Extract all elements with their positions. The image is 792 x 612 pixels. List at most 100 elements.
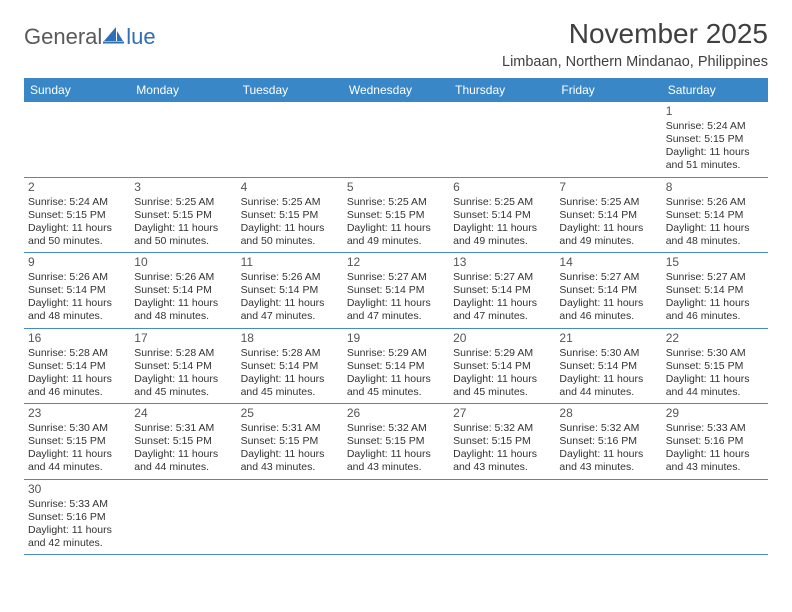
day-cell: 4Sunrise: 5:25 AMSunset: 5:15 PMDaylight… — [237, 178, 343, 253]
sunset-text: Sunset: 5:14 PM — [134, 284, 232, 297]
day-number: 12 — [347, 255, 445, 270]
day-number: 18 — [241, 331, 339, 346]
sunset-text: Sunset: 5:14 PM — [453, 360, 551, 373]
day-number: 9 — [28, 255, 126, 270]
day-cell: 15Sunrise: 5:27 AMSunset: 5:14 PMDayligh… — [662, 253, 768, 328]
sunrise-text: Sunrise: 5:25 AM — [347, 196, 445, 209]
daylight-text: Daylight: 11 hours and 50 minutes. — [134, 222, 232, 248]
daylight-text: Daylight: 11 hours and 50 minutes. — [241, 222, 339, 248]
day-cell: 29Sunrise: 5:33 AMSunset: 5:16 PMDayligh… — [662, 404, 768, 479]
day-number: 30 — [28, 482, 126, 497]
day-number: 17 — [134, 331, 232, 346]
weekday-header: Monday — [130, 78, 236, 102]
week-row: 2Sunrise: 5:24 AMSunset: 5:15 PMDaylight… — [24, 178, 768, 254]
sunrise-text: Sunrise: 5:33 AM — [28, 498, 126, 511]
day-cell: 8Sunrise: 5:26 AMSunset: 5:14 PMDaylight… — [662, 178, 768, 253]
sunrise-text: Sunrise: 5:26 AM — [241, 271, 339, 284]
sunset-text: Sunset: 5:14 PM — [453, 284, 551, 297]
day-cell: 19Sunrise: 5:29 AMSunset: 5:14 PMDayligh… — [343, 329, 449, 404]
day-number: 29 — [666, 406, 764, 421]
weekday-header: Thursday — [449, 78, 555, 102]
day-cell: 28Sunrise: 5:32 AMSunset: 5:16 PMDayligh… — [555, 404, 661, 479]
daylight-text: Daylight: 11 hours and 43 minutes. — [666, 448, 764, 474]
day-cell: 2Sunrise: 5:24 AMSunset: 5:15 PMDaylight… — [24, 178, 130, 253]
day-cell: 22Sunrise: 5:30 AMSunset: 5:15 PMDayligh… — [662, 329, 768, 404]
day-cell: 21Sunrise: 5:30 AMSunset: 5:14 PMDayligh… — [555, 329, 661, 404]
sunset-text: Sunset: 5:14 PM — [241, 360, 339, 373]
sunrise-text: Sunrise: 5:28 AM — [241, 347, 339, 360]
week-row: 1Sunrise: 5:24 AMSunset: 5:15 PMDaylight… — [24, 102, 768, 178]
sunrise-text: Sunrise: 5:24 AM — [28, 196, 126, 209]
daylight-text: Daylight: 11 hours and 45 minutes. — [241, 373, 339, 399]
day-cell: 30Sunrise: 5:33 AMSunset: 5:16 PMDayligh… — [24, 480, 130, 555]
sunrise-text: Sunrise: 5:32 AM — [559, 422, 657, 435]
daylight-text: Daylight: 11 hours and 44 minutes. — [559, 373, 657, 399]
daylight-text: Daylight: 11 hours and 47 minutes. — [453, 297, 551, 323]
day-cell: 11Sunrise: 5:26 AMSunset: 5:14 PMDayligh… — [237, 253, 343, 328]
sunrise-text: Sunrise: 5:29 AM — [453, 347, 551, 360]
sunrise-text: Sunrise: 5:26 AM — [666, 196, 764, 209]
day-number: 2 — [28, 180, 126, 195]
day-cell: 14Sunrise: 5:27 AMSunset: 5:14 PMDayligh… — [555, 253, 661, 328]
day-number: 11 — [241, 255, 339, 270]
sunset-text: Sunset: 5:15 PM — [347, 209, 445, 222]
daylight-text: Daylight: 11 hours and 46 minutes. — [559, 297, 657, 323]
sunset-text: Sunset: 5:14 PM — [241, 284, 339, 297]
sunset-text: Sunset: 5:15 PM — [666, 133, 764, 146]
day-number: 23 — [28, 406, 126, 421]
sunset-text: Sunset: 5:15 PM — [666, 360, 764, 373]
empty-cell — [24, 102, 130, 177]
daylight-text: Daylight: 11 hours and 49 minutes. — [347, 222, 445, 248]
sunrise-text: Sunrise: 5:31 AM — [134, 422, 232, 435]
sunset-text: Sunset: 5:15 PM — [134, 435, 232, 448]
sunrise-text: Sunrise: 5:30 AM — [666, 347, 764, 360]
empty-cell — [237, 480, 343, 555]
sunset-text: Sunset: 5:15 PM — [134, 209, 232, 222]
sunrise-text: Sunrise: 5:25 AM — [134, 196, 232, 209]
sunset-text: Sunset: 5:15 PM — [28, 435, 126, 448]
sunrise-text: Sunrise: 5:30 AM — [28, 422, 126, 435]
sunrise-text: Sunrise: 5:27 AM — [666, 271, 764, 284]
day-cell: 6Sunrise: 5:25 AMSunset: 5:14 PMDaylight… — [449, 178, 555, 253]
sunrise-text: Sunrise: 5:28 AM — [134, 347, 232, 360]
day-number: 10 — [134, 255, 232, 270]
day-number: 15 — [666, 255, 764, 270]
day-number: 6 — [453, 180, 551, 195]
brand-logo: General lue — [24, 18, 156, 50]
day-number: 22 — [666, 331, 764, 346]
day-number: 1 — [666, 104, 764, 119]
empty-cell — [343, 480, 449, 555]
day-number: 7 — [559, 180, 657, 195]
sunset-text: Sunset: 5:16 PM — [559, 435, 657, 448]
daylight-text: Daylight: 11 hours and 42 minutes. — [28, 524, 126, 550]
weekday-header-row: Sunday Monday Tuesday Wednesday Thursday… — [24, 78, 768, 102]
sunrise-text: Sunrise: 5:33 AM — [666, 422, 764, 435]
sunrise-text: Sunrise: 5:25 AM — [453, 196, 551, 209]
daylight-text: Daylight: 11 hours and 48 minutes. — [666, 222, 764, 248]
day-number: 28 — [559, 406, 657, 421]
week-row: 30Sunrise: 5:33 AMSunset: 5:16 PMDayligh… — [24, 480, 768, 556]
daylight-text: Daylight: 11 hours and 44 minutes. — [134, 448, 232, 474]
title-block: November 2025 Limbaan, Northern Mindanao… — [502, 18, 768, 70]
weekday-header: Saturday — [662, 78, 768, 102]
daylight-text: Daylight: 11 hours and 49 minutes. — [559, 222, 657, 248]
day-number: 14 — [559, 255, 657, 270]
empty-cell — [449, 102, 555, 177]
day-number: 26 — [347, 406, 445, 421]
day-number: 20 — [453, 331, 551, 346]
daylight-text: Daylight: 11 hours and 48 minutes. — [28, 297, 126, 323]
weekday-header: Friday — [555, 78, 661, 102]
daylight-text: Daylight: 11 hours and 43 minutes. — [347, 448, 445, 474]
empty-cell — [343, 102, 449, 177]
daylight-text: Daylight: 11 hours and 48 minutes. — [134, 297, 232, 323]
sunrise-text: Sunrise: 5:30 AM — [559, 347, 657, 360]
sunrise-text: Sunrise: 5:32 AM — [453, 422, 551, 435]
sunrise-text: Sunrise: 5:32 AM — [347, 422, 445, 435]
day-number: 24 — [134, 406, 232, 421]
day-number: 19 — [347, 331, 445, 346]
sunset-text: Sunset: 5:14 PM — [666, 209, 764, 222]
empty-cell — [449, 480, 555, 555]
sunset-text: Sunset: 5:14 PM — [28, 284, 126, 297]
week-row: 9Sunrise: 5:26 AMSunset: 5:14 PMDaylight… — [24, 253, 768, 329]
sunset-text: Sunset: 5:16 PM — [28, 511, 126, 524]
